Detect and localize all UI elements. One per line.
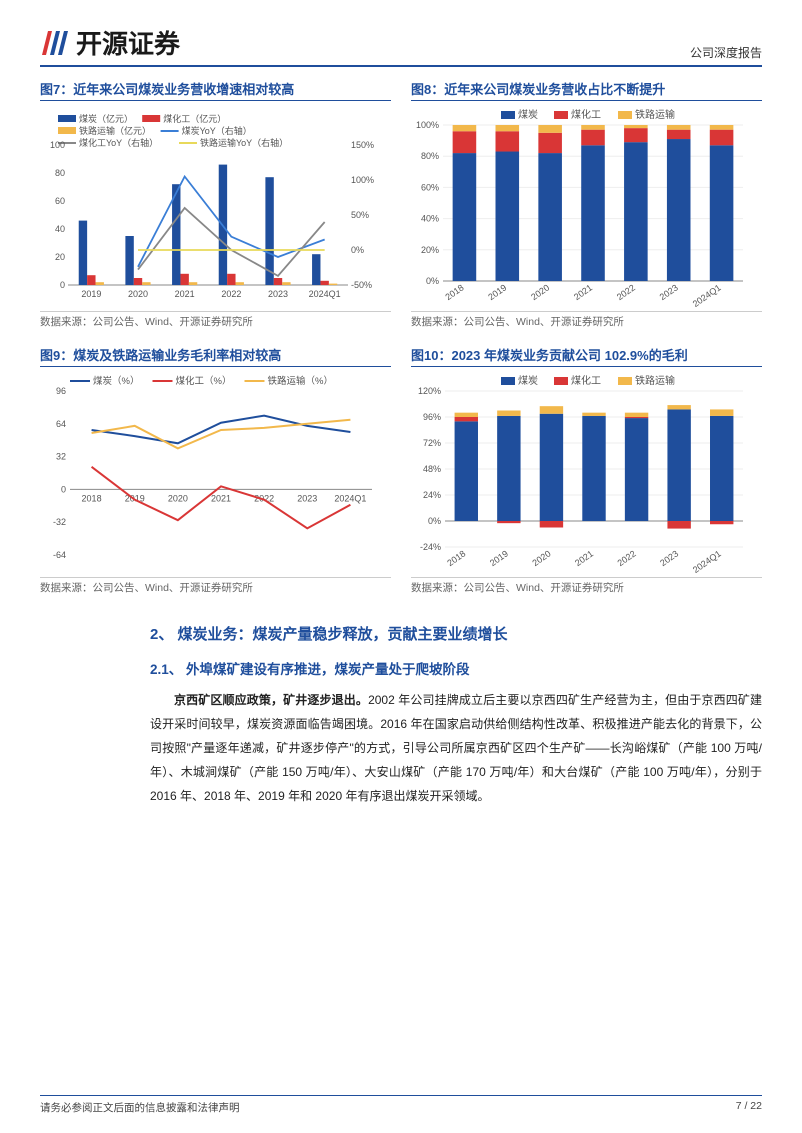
footer-disclaimer: 请务必参阅正文后面的信息披露和法律声明 [40, 1100, 240, 1115]
svg-text:64: 64 [56, 419, 66, 429]
svg-text:煤炭（亿元）: 煤炭（亿元） [79, 113, 133, 124]
svg-text:铁路运输（亿元）: 铁路运输（亿元） [79, 125, 151, 136]
svg-text:96: 96 [56, 386, 66, 396]
svg-text:2024Q1: 2024Q1 [309, 289, 341, 299]
svg-text:24%: 24% [423, 490, 441, 500]
svg-text:40: 40 [55, 224, 65, 234]
svg-text:80: 80 [55, 168, 65, 178]
svg-text:100: 100 [50, 140, 65, 150]
svg-text:100%: 100% [416, 120, 439, 130]
logo-icon [40, 27, 70, 59]
svg-text:煤化工: 煤化工 [571, 374, 601, 387]
svg-text:煤化工（亿元）: 煤化工（亿元） [163, 113, 226, 124]
para-rest: 2002 年公司挂牌成立后主要以京西四矿生产经营为主，但由于京西四矿建设开采时间… [150, 693, 762, 803]
svg-text:2023: 2023 [268, 289, 288, 299]
svg-text:2019: 2019 [486, 282, 508, 302]
svg-text:60%: 60% [421, 182, 439, 192]
chart10-title: 图10：2023 年煤炭业务贡献公司 102.9%的毛利 [411, 345, 762, 367]
para-lead: 京西矿区顺应政策，矿井逐步退出。 [174, 693, 368, 707]
svg-text:铁路运输: 铁路运输 [635, 108, 675, 121]
page-header: 开源证券 公司深度报告 [40, 24, 762, 67]
svg-text:煤炭: 煤炭 [518, 374, 538, 387]
svg-text:2021: 2021 [175, 289, 195, 299]
chart10-source: 数据来源：公司公告、Wind、开源证券研究所 [411, 577, 762, 595]
chart8-source: 数据来源：公司公告、Wind、开源证券研究所 [411, 311, 762, 329]
svg-text:2021: 2021 [572, 282, 594, 302]
svg-text:-64: -64 [53, 550, 66, 560]
svg-text:2020: 2020 [530, 548, 552, 568]
chart-10: 图10：2023 年煤炭业务贡献公司 102.9%的毛利 煤炭 煤化工 铁路运输 -2… [411, 345, 762, 595]
svg-text:铁路运输YoY（右轴）: 铁路运输YoY（右轴） [200, 137, 288, 148]
svg-text:2018: 2018 [445, 548, 467, 568]
svg-text:20%: 20% [421, 245, 439, 255]
svg-text:40%: 40% [421, 214, 439, 224]
chart-8: 图8：近年来公司煤炭业务营收占比不断提升 煤炭 煤化工 铁路运输 0% 20% 40% 60… [411, 79, 762, 329]
svg-text:-32: -32 [53, 517, 66, 527]
chart-7: 图7：近年来公司煤炭业务营收增速相对较高 煤炭（亿元） 煤化工（亿元） 铁路运输（亿… [40, 79, 391, 329]
svg-text:0%: 0% [351, 245, 364, 255]
svg-text:2019: 2019 [488, 548, 510, 568]
svg-text:0: 0 [60, 280, 65, 290]
svg-text:2024Q1: 2024Q1 [691, 548, 723, 573]
chart8-title: 图8：近年来公司煤炭业务营收占比不断提升 [411, 79, 762, 101]
svg-text:2019: 2019 [81, 289, 101, 299]
svg-text:96%: 96% [423, 412, 441, 422]
chart9-title: 图9：煤炭及铁路运输业务毛利率相对较高 [40, 345, 391, 367]
svg-text:2018: 2018 [443, 282, 465, 302]
svg-text:2020: 2020 [168, 493, 188, 503]
svg-text:铁路运输: 铁路运输 [635, 374, 675, 387]
svg-text:煤化工YoY（右轴）: 煤化工YoY（右轴） [79, 137, 158, 148]
svg-text:2022: 2022 [221, 289, 241, 299]
svg-text:120%: 120% [418, 386, 441, 396]
svg-text:0%: 0% [428, 516, 441, 526]
svg-text:2024Q1: 2024Q1 [334, 493, 366, 503]
svg-text:150%: 150% [351, 140, 374, 150]
svg-text:72%: 72% [423, 438, 441, 448]
page-number: 7 / 22 [736, 1100, 762, 1115]
svg-text:0%: 0% [426, 276, 439, 286]
svg-text:2023: 2023 [658, 548, 680, 568]
chart-9: 图9：煤炭及铁路运输业务毛利率相对较高 煤炭（%） 煤化工（%） 铁路运输（%） -6… [40, 345, 391, 595]
svg-text:50%: 50% [351, 210, 369, 220]
svg-text:-24%: -24% [420, 542, 441, 552]
svg-text:2023: 2023 [658, 282, 680, 302]
chart7-title: 图7：近年来公司煤炭业务营收增速相对较高 [40, 79, 391, 101]
svg-text:2024Q1: 2024Q1 [691, 282, 723, 307]
svg-text:煤炭（%）: 煤炭（%） [93, 375, 139, 387]
svg-text:2021: 2021 [211, 493, 231, 503]
svg-text:100%: 100% [351, 175, 374, 185]
company-logo: 开源证券 [40, 24, 180, 61]
svg-text:2020: 2020 [128, 289, 148, 299]
svg-text:2023: 2023 [297, 493, 317, 503]
svg-text:煤炭: 煤炭 [518, 108, 538, 121]
svg-text:48%: 48% [423, 464, 441, 474]
report-type: 公司深度报告 [690, 44, 762, 61]
svg-text:2022: 2022 [616, 548, 638, 568]
svg-text:32: 32 [56, 452, 66, 462]
svg-text:煤炭YoY（右轴）: 煤炭YoY（右轴） [182, 125, 252, 136]
svg-text:0: 0 [61, 484, 66, 494]
chart7-source: 数据来源：公司公告、Wind、开源证券研究所 [40, 311, 391, 329]
page-footer: 请务必参阅正文后面的信息披露和法律声明 7 / 22 [40, 1095, 762, 1115]
svg-text:-50%: -50% [351, 280, 372, 290]
svg-text:60: 60 [55, 196, 65, 206]
svg-text:20: 20 [55, 252, 65, 262]
svg-text:煤化工: 煤化工 [571, 108, 601, 121]
section-2-1-heading: 2.1、 外埠煤矿建设有序推进，煤炭产量处于爬坡阶段 [150, 658, 762, 678]
svg-text:2022: 2022 [615, 282, 637, 302]
svg-text:煤化工（%）: 煤化工（%） [176, 375, 232, 387]
chart9-source: 数据来源：公司公告、Wind、开源证券研究所 [40, 577, 391, 595]
section-2-heading: 2、 煤炭业务：煤炭产量稳步释放，贡献主要业绩增长 [150, 623, 762, 644]
svg-text:2020: 2020 [529, 282, 551, 302]
svg-text:铁路运输（%）: 铁路运输（%） [268, 375, 333, 387]
svg-text:2018: 2018 [82, 493, 102, 503]
svg-text:80%: 80% [421, 151, 439, 161]
svg-text:2021: 2021 [573, 548, 595, 568]
section-2-1-body: 京西矿区顺应政策，矿井逐步退出。2002 年公司挂牌成立后主要以京西四矿生产经营… [150, 688, 762, 808]
company-name: 开源证券 [76, 24, 180, 61]
